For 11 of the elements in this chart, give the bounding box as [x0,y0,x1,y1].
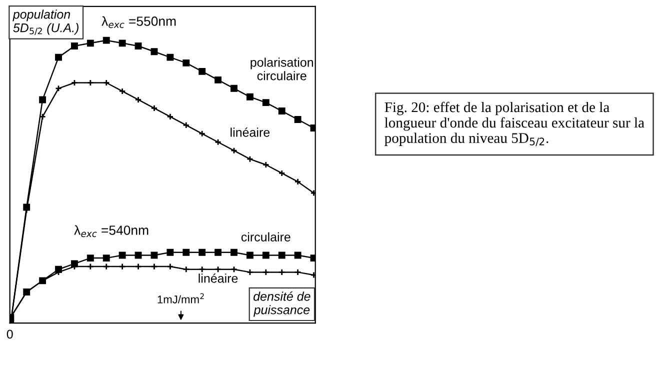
series-label: linéaire [198,273,238,283]
series-label: circulaire [241,232,290,242]
series-label: linéaire [230,128,270,137]
text: 0 [6,330,13,339]
caption: Fig. 20: effet de la polarisation et de la longueur d'onde du faisceau excitateur sur la population du niveau 5D$_{5/2}$. [384,102,644,146]
x-axis-title: densité de puissance [253,291,310,317]
y-axis-title: population 5D$_{5/2}$ (U.A.) [12,10,78,35]
annotation: 1mJ/mm$^{2}$ [158,293,204,304]
annotation: λ$_{exc}$ =540nm [74,225,148,238]
series-label: polarisation circulaire [250,58,314,80]
text: λ$_{exc}$ =550nm [102,16,176,28]
